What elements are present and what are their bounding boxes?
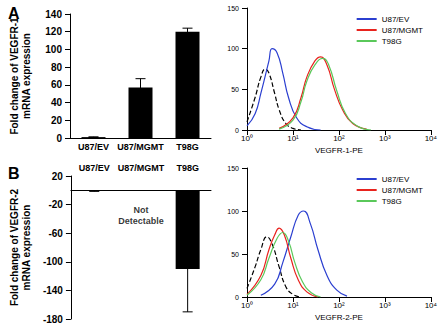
- svg-text:T98G: T98G: [176, 163, 199, 173]
- svg-text:T98G: T98G: [176, 142, 199, 152]
- svg-text:10¹: 10¹: [287, 301, 299, 310]
- svg-text:U87/MGMT: U87/MGMT: [382, 186, 423, 195]
- svg-text:A: A: [8, 5, 20, 22]
- svg-text:U87/MGMT: U87/MGMT: [118, 163, 165, 173]
- svg-text:100: 100: [45, 44, 62, 55]
- svg-text:10²: 10²: [333, 134, 345, 143]
- svg-text:U87/MGMT: U87/MGMT: [382, 26, 423, 35]
- svg-text:U87/MGMT: U87/MGMT: [117, 142, 164, 152]
- svg-text:-60: -60: [48, 228, 63, 239]
- svg-text:VEGFR-2-PE: VEGFR-2-PE: [315, 313, 363, 322]
- svg-text:100: 100: [227, 208, 239, 215]
- svg-text:U87/EV: U87/EV: [78, 142, 109, 152]
- svg-text:Fold change of VEGFR-1: Fold change of VEGFR-1: [9, 17, 20, 135]
- svg-text:Fold change of VEGFR-2: Fold change of VEGFR-2: [9, 188, 20, 306]
- svg-text:-140: -140: [43, 285, 63, 296]
- svg-text:U87/EV: U87/EV: [382, 175, 410, 184]
- svg-text:50: 50: [231, 251, 239, 258]
- svg-text:10⁰: 10⁰: [241, 301, 253, 310]
- svg-text:10³: 10³: [379, 301, 391, 310]
- svg-text:10¹: 10¹: [287, 134, 299, 143]
- svg-text:0: 0: [235, 294, 239, 301]
- svg-text:-20: -20: [48, 199, 63, 210]
- svg-text:T98G: T98G: [382, 197, 402, 206]
- svg-text:-100: -100: [43, 256, 63, 267]
- svg-text:B: B: [8, 165, 20, 182]
- svg-text:140: 140: [45, 9, 62, 20]
- svg-text:10⁰: 10⁰: [241, 134, 253, 143]
- svg-text:T98G: T98G: [382, 37, 402, 46]
- svg-text:20: 20: [51, 115, 63, 126]
- svg-text:0: 0: [235, 127, 239, 134]
- svg-text:VEGFR-1-PE: VEGFR-1-PE: [315, 146, 363, 155]
- svg-text:U87/EV: U87/EV: [79, 163, 110, 173]
- svg-text:10³: 10³: [379, 134, 391, 143]
- svg-text:150: 150: [227, 5, 239, 12]
- svg-text:80: 80: [51, 62, 63, 73]
- svg-text:50: 50: [231, 86, 239, 93]
- svg-text:Not: Not: [133, 205, 148, 215]
- svg-text:10⁴: 10⁴: [425, 301, 438, 310]
- svg-text:10²: 10²: [333, 301, 345, 310]
- svg-text:0: 0: [56, 133, 62, 144]
- svg-text:10⁴: 10⁴: [425, 134, 438, 143]
- svg-text:mRNA expression: mRNA expression: [21, 33, 32, 119]
- svg-text:120: 120: [45, 26, 62, 37]
- svg-text:100: 100: [227, 45, 239, 52]
- svg-text:-180: -180: [43, 314, 63, 325]
- svg-text:Detectable: Detectable: [118, 216, 164, 226]
- svg-text:mRNA expression: mRNA expression: [21, 205, 32, 291]
- svg-text:40: 40: [51, 97, 63, 108]
- svg-text:20: 20: [52, 171, 64, 182]
- svg-text:150: 150: [227, 165, 239, 172]
- svg-text:U87/EV: U87/EV: [382, 15, 410, 24]
- svg-text:60: 60: [51, 79, 63, 90]
